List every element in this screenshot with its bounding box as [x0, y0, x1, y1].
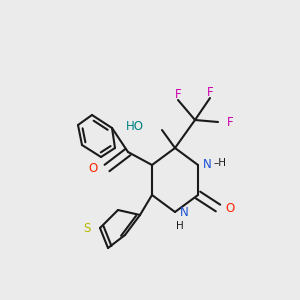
- Text: F: F: [207, 85, 213, 98]
- Text: N: N: [203, 158, 212, 172]
- Text: O: O: [89, 161, 98, 175]
- Text: H: H: [176, 221, 184, 231]
- Text: HO: HO: [126, 121, 144, 134]
- Text: –H: –H: [214, 158, 226, 168]
- Text: S: S: [84, 221, 91, 235]
- Text: F: F: [227, 116, 234, 128]
- Text: N: N: [180, 206, 189, 218]
- Text: F: F: [175, 88, 181, 100]
- Text: O: O: [225, 202, 234, 214]
